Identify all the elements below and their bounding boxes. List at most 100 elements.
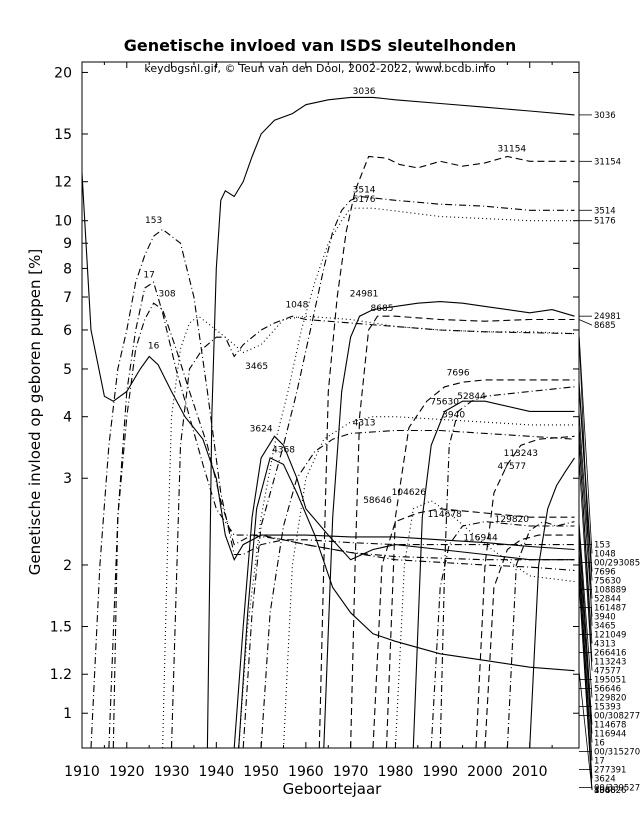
x-tick-label: 1920 xyxy=(109,764,145,780)
series-line-17 xyxy=(112,281,575,749)
y-tick-label: 4 xyxy=(63,410,72,426)
series-line-3624 xyxy=(233,435,575,749)
series-line-5176 xyxy=(238,207,575,749)
series-line-8685 xyxy=(350,315,575,749)
right-series-label: 52844 xyxy=(594,595,621,605)
series-label-7696: 7696 xyxy=(447,369,470,379)
series-label-1048: 1048 xyxy=(285,301,308,311)
right-label-leader xyxy=(578,411,593,599)
right-series-label: 00/315270 xyxy=(594,748,640,758)
right-label-leader xyxy=(578,457,593,671)
right-series-label: 75630 xyxy=(594,577,621,587)
x-tick-label: 1960 xyxy=(288,764,324,780)
x-tick-label: 1990 xyxy=(422,764,458,780)
y-tick-label: 15 xyxy=(54,127,72,143)
series-label-114678: 114678 xyxy=(427,510,462,520)
right-label-leader xyxy=(578,436,593,662)
right-series-label: 1048 xyxy=(594,550,616,560)
right-series-label: 00/293085 xyxy=(594,559,640,569)
series-line-31154 xyxy=(318,155,575,749)
right-series-label: 3465 xyxy=(594,622,616,632)
series-line-3940 xyxy=(282,416,575,749)
right-series-label: 108889 xyxy=(594,586,626,596)
series-line-24981 xyxy=(323,301,575,749)
right-series-label: 56646 xyxy=(594,685,621,695)
right-series-label: 308 xyxy=(594,786,610,796)
y-tick-label: 1.2 xyxy=(50,667,72,683)
right-label-leader xyxy=(578,549,593,743)
x-tick-label: 1910 xyxy=(64,764,100,780)
right-series-label: 8685 xyxy=(594,321,616,331)
right-series-label: 47577 xyxy=(594,667,621,677)
series-label-113243: 113243 xyxy=(504,449,538,459)
series-line-4313 xyxy=(260,429,575,749)
right-label-leader xyxy=(578,581,593,791)
y-tick-label: 5 xyxy=(63,362,72,378)
series-label-31154: 31154 xyxy=(498,144,527,154)
series-label-52844: 52844 xyxy=(457,392,486,402)
right-series-label: 104626 xyxy=(594,786,626,796)
series-label-3036: 3036 xyxy=(353,87,376,97)
series-line-129820 xyxy=(506,520,575,749)
right-label-leader xyxy=(578,333,593,626)
series-line-52844 xyxy=(412,400,575,749)
right-label-leader xyxy=(578,670,593,791)
right-series-label: 161487 xyxy=(594,604,626,614)
series-label-3940: 3940 xyxy=(442,410,465,420)
right-series-label: 114678 xyxy=(594,721,626,731)
series-line-58646 xyxy=(372,508,575,749)
series-line-116944 xyxy=(484,534,575,749)
y-tick-label: 10 xyxy=(54,214,72,230)
right-series-label: 15393 xyxy=(594,703,621,713)
series-line-153 xyxy=(90,228,575,749)
series-line-104626 xyxy=(394,500,575,749)
right-series-label: 277391 xyxy=(594,766,626,776)
right-series-label: 3624 xyxy=(594,775,616,785)
series-line-7696 xyxy=(385,379,575,749)
series-label-47577: 47577 xyxy=(498,462,527,472)
series-line-16 xyxy=(81,172,575,561)
right-series-label: 16 xyxy=(594,739,605,749)
x-tick-label: 1950 xyxy=(243,764,279,780)
right-series-label: 121049 xyxy=(594,631,626,641)
series-label-104626: 104626 xyxy=(392,488,427,498)
right-label-leader xyxy=(578,333,593,554)
right-series-label: 3514 xyxy=(594,206,616,216)
x-tick-label: 2010 xyxy=(512,764,548,780)
series-line-3514 xyxy=(242,195,575,749)
y-tick-label: 12 xyxy=(54,175,72,191)
series-line-47577 xyxy=(529,457,575,749)
right-series-label: 195051 xyxy=(594,676,626,686)
series-label-4313: 4313 xyxy=(353,419,376,429)
right-series-label: 00/339527 xyxy=(594,784,640,794)
right-series-label: 24981 xyxy=(594,312,621,322)
right-series-label: 129820 xyxy=(594,694,626,704)
right-series-label: 00/308277 xyxy=(594,712,640,722)
right-series-label: 31154 xyxy=(594,157,621,167)
series-label-3514: 3514 xyxy=(353,186,376,196)
y-tick-label: 9 xyxy=(63,236,72,252)
right-series-label: 5176 xyxy=(594,217,616,227)
chart-title: Genetische invloed van ISDS sleutelhonde… xyxy=(123,36,517,55)
series-label-3465: 3465 xyxy=(245,362,268,372)
series-line-1048 xyxy=(162,315,575,749)
right-series-label: 7696 xyxy=(594,568,616,578)
series-line-114678 xyxy=(430,521,575,749)
right-label-leader xyxy=(578,319,593,326)
chart-subtitle: keydogsnl.gif, © Teun van den Dool, 2002… xyxy=(144,62,496,75)
series-label-58646: 58646 xyxy=(363,496,392,506)
right-series-label: 153 xyxy=(594,541,610,551)
series-label-308: 308 xyxy=(158,290,175,300)
right-label-leader xyxy=(578,535,593,734)
y-tick-label: 20 xyxy=(54,65,72,81)
x-tick-label: 1940 xyxy=(199,764,235,780)
series-label-153: 153 xyxy=(145,216,162,226)
series-label-116944: 116944 xyxy=(463,534,498,544)
x-tick-label: 1930 xyxy=(154,764,190,780)
y-tick-label: 1.5 xyxy=(50,620,72,636)
y-tick-label: 8 xyxy=(63,261,72,277)
right-series-label: 266416 xyxy=(594,649,626,659)
series-label-129820: 129820 xyxy=(495,515,530,525)
series-label-8685: 8685 xyxy=(371,304,394,314)
